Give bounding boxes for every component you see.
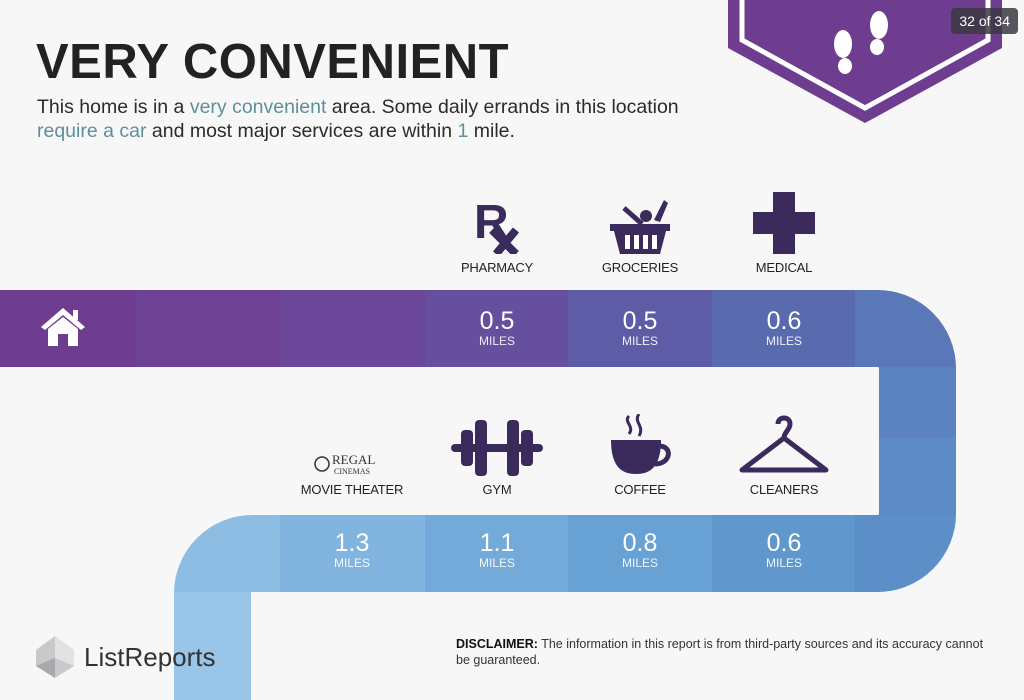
disclaimer: DISCLAIMER: The information in this repo… <box>456 636 996 668</box>
distance-groceries: 0.5 MILES <box>580 308 700 348</box>
distance-unit: MILES <box>621 556 658 570</box>
description-text: This home is in a <box>37 96 190 118</box>
distance-movie-theater: 1.3 MILES <box>292 530 412 570</box>
distance-unit: MILES <box>621 334 658 348</box>
distance-value: 0.5 <box>479 307 515 335</box>
distance-value: 0.6 <box>766 307 802 335</box>
medical-cross-icon <box>753 192 815 254</box>
route-segment <box>855 515 965 592</box>
distance-unit: MILES <box>478 556 515 570</box>
category-label: GROCERIES <box>601 260 679 275</box>
category-label: COFFEE <box>614 482 666 497</box>
category-movie-theater: REGAL CINEMAS MOVIE THEATER <box>277 412 427 497</box>
category-gym: GYM <box>422 412 572 497</box>
route-segment <box>160 592 270 700</box>
route-segment <box>425 290 568 367</box>
distance-unit: MILES <box>765 334 802 348</box>
svg-text:REGAL: REGAL <box>332 452 375 467</box>
distance-value: 1.1 <box>479 529 515 557</box>
transport-requirement: require a car <box>37 120 147 142</box>
svg-text:CINEMAS: CINEMAS <box>334 467 370 476</box>
route-segment <box>712 290 855 367</box>
category-label: MEDICAL <box>755 260 813 275</box>
distance-medical: 0.6 MILES <box>724 308 844 348</box>
distance-value: 0.6 <box>766 529 802 557</box>
distance-cleaners: 0.6 MILES <box>724 530 844 570</box>
logo-mark-icon <box>36 636 74 678</box>
category-groceries: GROCERIES <box>565 190 715 275</box>
hanger-icon <box>739 415 829 473</box>
category-medical: MEDICAL <box>709 190 859 275</box>
distance-value: 0.5 <box>622 307 658 335</box>
route-segment <box>135 290 280 367</box>
route-segment <box>855 290 965 367</box>
category-cleaners: CLEANERS <box>709 412 859 497</box>
category-label: GYM <box>482 482 512 497</box>
description-text: mile. <box>468 120 515 142</box>
category-coffee: COFFEE <box>565 412 715 497</box>
basket-icon <box>610 200 670 254</box>
route-segment <box>855 438 965 515</box>
distance-pharmacy: 0.5 MILES <box>437 308 557 348</box>
convenience-level: very convenient <box>189 96 327 118</box>
dumbbell-icon <box>451 420 543 476</box>
distance-value: 1 <box>457 120 469 142</box>
footprints-icon <box>834 11 888 74</box>
route-segment <box>280 290 425 367</box>
description: This home is in a very convenient area. … <box>37 95 737 143</box>
route-segment <box>568 290 712 367</box>
distance-value: 1.3 <box>334 529 370 557</box>
category-pharmacy: R PHARMACY <box>422 190 572 275</box>
distance-value: 0.8 <box>622 529 658 557</box>
description-text: and most major services are within <box>146 120 458 142</box>
listreports-logo: ListReports <box>36 636 216 678</box>
logo-text: ListReports <box>84 641 216 672</box>
category-label: PHARMACY <box>460 260 534 275</box>
coffee-cup-icon <box>611 414 671 474</box>
slide-counter: 32 of 34 <box>951 8 1018 34</box>
route-segment <box>425 515 568 592</box>
description-text: area. Some daily errands in this locatio… <box>326 96 679 118</box>
distance-unit: MILES <box>478 334 515 348</box>
distance-unit: MILES <box>765 556 802 570</box>
route-segment <box>855 367 965 438</box>
disclaimer-label: DISCLAIMER: <box>456 637 538 651</box>
category-label: MOVIE THEATER <box>300 482 404 497</box>
distance-unit: MILES <box>333 556 370 570</box>
disclaimer-text: The information in this report is from t… <box>456 637 984 667</box>
route-segment <box>280 515 425 592</box>
category-label: CLEANERS <box>749 482 819 497</box>
house-icon <box>41 308 85 346</box>
distance-gym: 1.1 MILES <box>437 530 557 570</box>
page-title: VERY CONVENIENT <box>36 35 510 89</box>
route-segment <box>568 515 712 592</box>
distance-coffee: 0.8 MILES <box>580 530 700 570</box>
route-segment <box>712 515 855 592</box>
rx-icon: R <box>474 196 520 254</box>
route-segment <box>160 515 280 592</box>
